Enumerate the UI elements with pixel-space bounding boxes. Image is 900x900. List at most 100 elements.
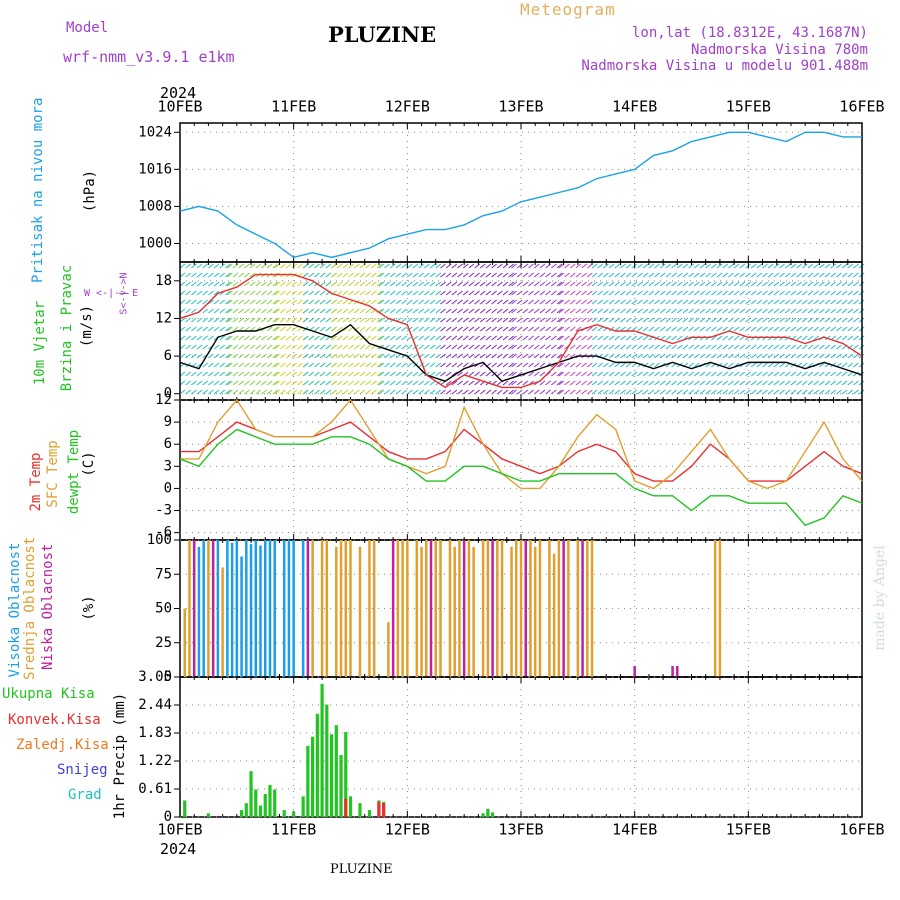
wind-barb bbox=[297, 290, 303, 296]
bar-ukupna-kisa bbox=[244, 803, 248, 817]
bar-srednja-oblacnost bbox=[368, 540, 371, 677]
bar-srednja-oblacnost bbox=[434, 540, 437, 677]
wind-barb bbox=[682, 263, 689, 269]
wind-barb bbox=[841, 353, 848, 359]
wind-barb bbox=[847, 272, 854, 278]
wind-barb bbox=[485, 326, 492, 332]
wind-barb bbox=[575, 263, 582, 269]
wind-barb bbox=[642, 290, 649, 296]
wind-barb bbox=[319, 371, 326, 377]
wind-barb bbox=[302, 299, 309, 305]
wind-barb bbox=[608, 335, 615, 341]
wind-barb bbox=[756, 371, 763, 377]
wind-barb bbox=[807, 371, 814, 377]
wind-barb bbox=[631, 281, 638, 287]
wind-barb bbox=[213, 380, 220, 386]
wind-barb bbox=[497, 344, 503, 350]
wind-barb bbox=[261, 290, 267, 296]
wind-barb bbox=[603, 281, 609, 287]
wind-barb bbox=[371, 263, 377, 269]
wind-barb bbox=[440, 263, 446, 269]
wind-barb bbox=[378, 299, 385, 305]
product-title: Meteogram bbox=[520, 0, 616, 19]
wind-barb bbox=[516, 389, 523, 395]
wind-barb bbox=[671, 299, 677, 305]
wind-barb bbox=[773, 326, 780, 332]
wind-barb bbox=[308, 281, 315, 287]
wind-barb bbox=[261, 335, 267, 341]
wind-barb bbox=[722, 308, 729, 314]
wind-barb bbox=[556, 290, 563, 296]
wind-barb bbox=[659, 308, 666, 314]
wind-barb bbox=[637, 362, 643, 368]
wind-barb bbox=[348, 389, 354, 395]
wind-barb bbox=[249, 317, 256, 323]
bar-srednja-oblacnost bbox=[552, 553, 556, 677]
wind-barb bbox=[603, 353, 609, 359]
wind-barb bbox=[733, 272, 740, 278]
wind-barb bbox=[558, 308, 565, 314]
wind-barb bbox=[266, 299, 273, 305]
wind-barb bbox=[790, 308, 797, 314]
wind-barb bbox=[528, 272, 534, 278]
wind-barb bbox=[280, 389, 286, 395]
wind-barb bbox=[671, 263, 677, 269]
wind-barb bbox=[603, 344, 609, 350]
wind-barb bbox=[756, 353, 763, 359]
bar-ukupna-kisa bbox=[292, 811, 296, 817]
wind-barb bbox=[711, 380, 717, 386]
wind-barb bbox=[418, 335, 425, 341]
wind-barb bbox=[637, 290, 643, 296]
wind-barb bbox=[508, 335, 514, 341]
wind-barb bbox=[699, 344, 706, 350]
wind-barb bbox=[603, 263, 609, 269]
wind-barb bbox=[739, 380, 746, 386]
wind-barb bbox=[179, 326, 186, 332]
wind-barb bbox=[516, 272, 523, 278]
wind-barb bbox=[232, 380, 239, 386]
wind-barb bbox=[516, 299, 523, 305]
wind-barb bbox=[407, 326, 413, 332]
wind-barb bbox=[779, 281, 785, 287]
wind-barb bbox=[462, 335, 469, 341]
wind-barb bbox=[762, 344, 768, 350]
bar-konvek-kisa bbox=[377, 801, 381, 817]
wind-barb bbox=[389, 335, 396, 341]
wind-barb bbox=[853, 353, 859, 359]
wind-barb bbox=[261, 371, 267, 377]
wind-barb bbox=[813, 389, 820, 395]
wind-barb bbox=[620, 263, 626, 269]
wind-barb bbox=[285, 317, 292, 323]
wind-barb bbox=[491, 317, 497, 323]
wind-barb bbox=[232, 371, 239, 377]
wind-barb bbox=[238, 290, 245, 296]
wind-barb bbox=[451, 272, 458, 278]
wind-barb bbox=[336, 389, 343, 395]
wind-barb bbox=[694, 362, 700, 368]
wind-barb bbox=[767, 389, 774, 395]
wind-barb bbox=[213, 389, 220, 395]
wind-barb bbox=[597, 335, 604, 341]
bar-visoka-oblacnost bbox=[282, 540, 286, 677]
wind-barb bbox=[739, 272, 746, 278]
wind-barb bbox=[336, 317, 343, 323]
wind-barb bbox=[779, 299, 785, 305]
wind-barb bbox=[528, 326, 534, 332]
wind-barb bbox=[659, 344, 666, 350]
x-tick-label-bottom: 15FEB bbox=[726, 821, 771, 839]
wind-barb bbox=[603, 389, 609, 395]
wind-barb bbox=[728, 353, 734, 359]
wind-barb bbox=[219, 317, 226, 323]
bar-srednja-oblacnost bbox=[401, 540, 404, 677]
bar-srednja-oblacnost bbox=[311, 540, 314, 677]
wind-barb bbox=[238, 272, 245, 278]
wind-barb bbox=[586, 362, 593, 368]
wind-barb bbox=[597, 299, 604, 305]
wind-barb bbox=[802, 308, 808, 314]
wind-barb bbox=[807, 335, 814, 341]
wind-barb bbox=[266, 263, 273, 269]
wind-barb bbox=[591, 317, 598, 323]
wind-barb bbox=[424, 335, 430, 341]
wind-barb bbox=[539, 362, 546, 368]
wind-barb bbox=[435, 317, 442, 323]
